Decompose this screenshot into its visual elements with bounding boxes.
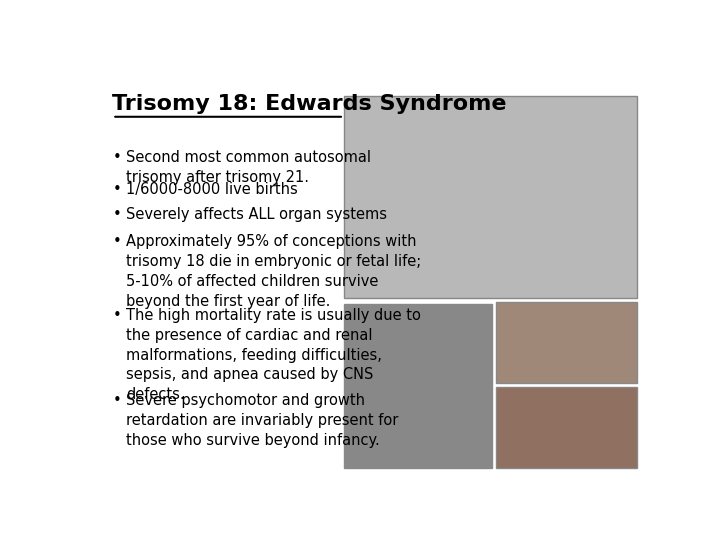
Text: The high mortality rate is usually due to
the presence of cardiac and renal
malf: The high mortality rate is usually due t… (126, 308, 421, 402)
Text: •: • (112, 150, 121, 165)
Text: •: • (112, 207, 121, 222)
Text: •: • (112, 308, 121, 323)
Text: Second most common autosomal
trisomy after trisomy 21.: Second most common autosomal trisomy aft… (126, 150, 372, 185)
Text: Severe psychomotor and growth
retardation are invariably present for
those who s: Severe psychomotor and growth retardatio… (126, 393, 399, 448)
Text: Severely affects ALL organ systems: Severely affects ALL organ systems (126, 207, 387, 222)
Text: 1/6000-8000 live births: 1/6000-8000 live births (126, 182, 298, 197)
Text: •: • (112, 234, 121, 249)
Text: •: • (112, 393, 121, 408)
Bar (496, 387, 637, 468)
Bar (344, 304, 492, 468)
Text: Approximately 95% of conceptions with
trisomy 18 die in embryonic or fetal life;: Approximately 95% of conceptions with tr… (126, 234, 421, 309)
Bar (344, 96, 636, 298)
Text: Trisomy 18: Edwards Syndrome: Trisomy 18: Edwards Syndrome (112, 94, 507, 114)
Text: •: • (112, 182, 121, 197)
Bar (496, 302, 637, 383)
